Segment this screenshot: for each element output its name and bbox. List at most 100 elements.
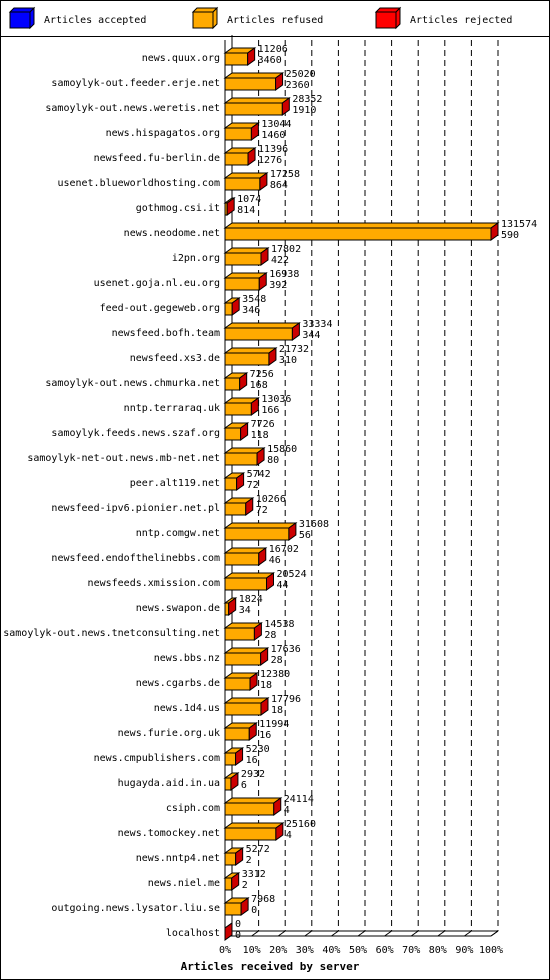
value-label: 0 [251, 905, 257, 916]
value-label: 5272 [246, 844, 270, 855]
y-tick-label: samoylyk-out.feeder.erje.net [51, 78, 220, 89]
bar [223, 797, 283, 816]
value-label: 13044 [261, 119, 291, 130]
x-tick-label: 90% [455, 945, 473, 956]
y-tick-label: samoylyk-out.news.weretis.net [45, 103, 220, 114]
value-label: 5230 [246, 744, 270, 755]
bar [223, 822, 285, 841]
value-label: 344 [302, 330, 320, 341]
value-label: 346 [242, 305, 260, 316]
y-tick-label: news.nntp4.net [136, 853, 220, 864]
y-tick-label: gothmog.csi.it [136, 203, 220, 214]
bar [223, 897, 250, 916]
value-label: 28352 [292, 94, 322, 105]
value-label: 21732 [279, 344, 309, 355]
y-tick-label: newsfeed-ipv6.pionier.net.pl [51, 503, 220, 514]
bar [223, 447, 266, 466]
tick-mark [490, 930, 499, 937]
value-label: 0 [235, 930, 241, 941]
y-tick-label: newsfeed.xs3.de [130, 353, 220, 364]
value-label: 46 [269, 555, 281, 566]
value-label: 20524 [276, 569, 306, 580]
y-tick-label: usenet.blueworldhosting.com [57, 178, 220, 189]
value-label: 392 [269, 280, 287, 291]
y-tick-label: samoylyk.feeds.news.szaf.org [51, 428, 220, 439]
y-tick-label: news.hispagatos.org [106, 128, 220, 139]
bar [223, 672, 259, 691]
y-tick-label: newsfeed.endofthelinebbs.com [51, 553, 220, 564]
x-tick-label: 80% [429, 945, 447, 956]
tick-mark [464, 930, 472, 937]
value-label: 1460 [261, 130, 285, 141]
value-label: 6 [241, 780, 247, 791]
value-label: 12380 [260, 669, 290, 680]
legend-swatch [375, 11, 397, 29]
value-label: 11396 [258, 144, 288, 155]
value-label: 17796 [271, 694, 301, 705]
y-tick-label: news.bbs.nz [154, 653, 220, 664]
value-label: 3312 [242, 869, 266, 880]
bar [223, 272, 268, 291]
y-tick-label: news.niel.me [148, 878, 220, 889]
bar [223, 847, 245, 866]
bar [223, 72, 285, 91]
x-tick-label: 60% [376, 945, 394, 956]
y-tick-label: samoylyk-out.news.chmurka.net [45, 378, 220, 389]
legend-label: Articles refused [227, 15, 323, 26]
bar [223, 472, 246, 491]
value-label: 16 [246, 755, 258, 766]
bar [223, 247, 270, 266]
value-label: 2932 [241, 769, 265, 780]
value-label: 118 [251, 430, 269, 441]
bar [223, 597, 238, 616]
bar [223, 872, 241, 891]
value-label: 0 [235, 919, 241, 930]
legend-swatch [212, 6, 218, 30]
y-tick-label: nntp.comgw.net [136, 528, 220, 539]
value-label: 10266 [256, 494, 286, 505]
value-label: 1824 [239, 594, 263, 605]
value-label: 28 [264, 630, 276, 641]
y-tick-label: newsfeed.bofh.team [112, 328, 220, 339]
value-label: 72 [256, 505, 268, 516]
bar [223, 172, 269, 191]
bar [223, 622, 263, 641]
bar [223, 47, 257, 66]
value-label: 2360 [286, 80, 310, 91]
tick-mark [331, 930, 339, 937]
value-label: 31608 [299, 519, 329, 530]
value-label: 24114 [284, 794, 314, 805]
y-tick-label: outgoing.news.lysator.liu.se [51, 903, 220, 914]
value-label: 80 [267, 455, 279, 466]
value-label: 56 [299, 530, 311, 541]
bar [223, 147, 257, 166]
value-label: 7968 [251, 894, 275, 905]
value-label: 3460 [258, 55, 282, 66]
bar [223, 697, 270, 716]
x-tick-label: 50% [349, 945, 367, 956]
bar [223, 722, 258, 741]
value-label: 590 [501, 230, 519, 241]
legend-swatch [29, 6, 35, 30]
value-label: 18 [271, 705, 283, 716]
value-label: 131574 [501, 219, 537, 230]
value-label: 814 [237, 205, 255, 216]
value-label: 44 [276, 580, 288, 591]
value-label: 16938 [269, 269, 299, 280]
tick-mark [277, 930, 286, 937]
value-label: 15860 [267, 444, 297, 455]
value-label: 166 [261, 405, 279, 416]
legend-swatch [9, 11, 31, 29]
bar [223, 297, 241, 316]
bar [223, 772, 240, 791]
y-tick-label: news.neodome.net [124, 228, 220, 239]
bar [223, 572, 276, 591]
value-label: 16 [259, 730, 271, 741]
value-label: 17258 [270, 169, 300, 180]
value-label: 422 [271, 255, 289, 266]
legend-swatch [192, 11, 214, 29]
x-axis-title: Articles received by server [181, 960, 360, 973]
x-tick-label: 10% [243, 945, 261, 956]
